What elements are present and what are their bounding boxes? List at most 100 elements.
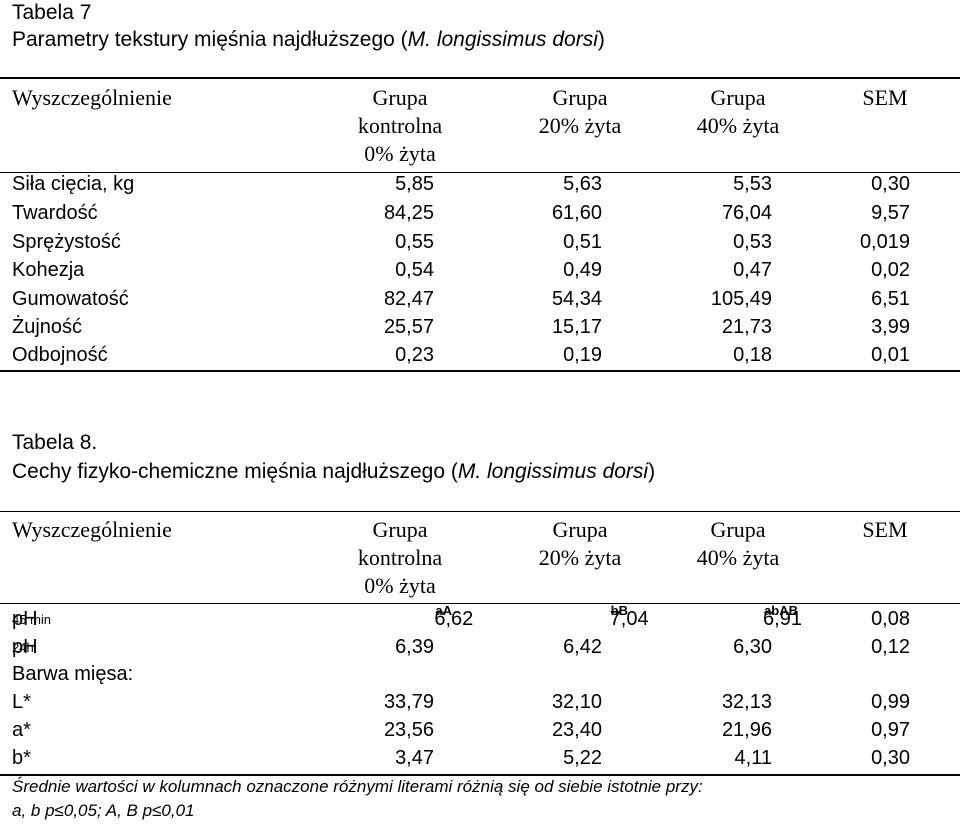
table8-title: Cechy fizyko-chemiczne mięśnia najdłuższ… [12, 458, 655, 485]
cell-sem: 0,12 [871, 636, 910, 658]
cell-g3: 76,04 [721, 202, 772, 224]
table8-header: Wyszczególnienie Grupa kontrolna 0% żyta… [0, 516, 960, 606]
cell-sem: 3,99 [871, 316, 910, 338]
cell-g1: 82,47 [383, 288, 434, 310]
cell-value: 7,04 [609, 608, 649, 630]
table7-title-prefix: Parametry tekstury mięśnia najdłuższego … [12, 28, 408, 51]
table8-header-spec: Wyszczególnienie [12, 517, 172, 542]
table8-header-g2-line2: 20% żyta [538, 545, 622, 570]
table-row: a* 23,56 23,40 21,96 0,97 [0, 716, 960, 745]
row-label: Żujność [12, 316, 83, 338]
row-label: Twardość [12, 202, 98, 224]
cell-g3: 21,96 [721, 719, 772, 741]
table7-header-g1-line2: kontrolna [357, 113, 443, 138]
table-row: Twardość 84,25 61,60 76,04 9,57 [0, 199, 960, 228]
row-label: b* [12, 747, 31, 769]
cell-g2: 0,19 [563, 344, 602, 366]
table8-header-g1-line1: Grupa [372, 517, 428, 542]
table8-header-rule [0, 603, 960, 604]
row-label: Gumowatość [12, 288, 129, 310]
cell-sem: 9,57 [871, 202, 910, 224]
table7-title-suffix: ) [597, 28, 605, 51]
footnote-line2: a, b p≤0,05; A, B p≤0,01 [12, 801, 195, 820]
cell-g1: 0,55 [395, 231, 434, 253]
cell-g1: 6,62 aA [434, 603, 473, 634]
cell-sem: 0,02 [871, 259, 910, 281]
cell-g1: 84,25 [383, 202, 434, 224]
table7-header-g2-line1: Grupa [552, 85, 608, 110]
table8-header-g3-line1: Grupa [710, 517, 766, 542]
cell-g2: 23,40 [551, 719, 602, 741]
table8-header-g3-line2: 40% żyta [696, 545, 780, 570]
cell-sem: 0,01 [871, 344, 910, 366]
cell-value: 6,62 [434, 608, 474, 630]
table8-header-g2-line1: Grupa [552, 517, 608, 542]
cell-g3: 6,30 [733, 636, 772, 658]
cell-sem: 0,97 [871, 719, 910, 741]
cell-g1: 5,85 [395, 173, 434, 195]
cell-g1: 6,39 [395, 636, 434, 658]
table7-header-rule [0, 172, 960, 173]
cell-g3: 32,13 [721, 691, 772, 713]
cell-sem: 0,30 [871, 173, 910, 195]
cell-g2: 61,60 [551, 202, 602, 224]
cell-g3: 0,53 [733, 231, 772, 253]
cell-g2: 54,34 [551, 288, 602, 310]
table7-header-spec: Wyszczególnienie [12, 85, 172, 110]
table8-title-latin: M. longissimus dorsi [457, 460, 649, 483]
cell-g3: 5,53 [733, 173, 772, 195]
row-label: Siła cięcia, kg [12, 173, 135, 195]
row-label: L* [12, 691, 31, 713]
table7-header-g2-line2: 20% żyta [538, 113, 622, 138]
cell-sem: 6,51 [871, 288, 910, 310]
table7-header-g1: Grupa kontrolna 0% żyta [325, 84, 475, 168]
cell-g3: 0,18 [733, 344, 772, 366]
table-row: Kohezja 0,54 0,49 0,47 0,02 [0, 256, 960, 285]
table-row: Żujność 25,57 15,17 21,73 3,99 [0, 313, 960, 342]
table-row: b* 3,47 5,22 4,11 0,30 [0, 744, 960, 773]
cell-g2: 0,51 [563, 231, 602, 253]
table-row: L* 33,79 32,10 32,13 0,99 [0, 688, 960, 717]
cell-g2: 6,42 [563, 636, 602, 658]
cell-sem: 0,08 [871, 608, 910, 630]
cell-g1: 25,57 [383, 316, 434, 338]
cell-sem: 0,30 [871, 747, 910, 769]
table8-header-sem: SEM [862, 517, 908, 542]
cell-g1: 3,47 [395, 747, 434, 769]
row-label-main: pH [12, 636, 38, 658]
cell-g2: 5,22 [563, 747, 602, 769]
table8-top-rule [0, 511, 960, 512]
table8-header-g3: Grupa 40% żyta [663, 516, 813, 572]
table7-header-g1-line1: Grupa [372, 85, 428, 110]
cell-sem: 0,019 [859, 231, 910, 253]
table7-number: Tabela 7 [12, 1, 92, 24]
cell-g1: 23,56 [383, 719, 434, 741]
cell-g1: 0,23 [395, 344, 434, 366]
cell-sem: 0,99 [871, 691, 910, 713]
cell-g2: 0,49 [563, 259, 602, 281]
cell-g3: 0,47 [733, 259, 772, 281]
significance-letters: aA [435, 603, 452, 618]
row-label-main: pH [12, 608, 38, 630]
table7-header-g3: Grupa 40% żyta [663, 84, 813, 140]
table7-header-sem: SEM [862, 85, 908, 110]
table8-bottom-rule [0, 774, 960, 776]
table-row: pH 45 min 6,62 aA 7,04 bB 6,91 abAB 0,08 [0, 603, 960, 635]
significance-letters: abAB [764, 603, 798, 618]
table7-header: Wyszczególnienie Grupa kontrolna 0% żyta… [0, 84, 960, 174]
table-row: Barwa mięsa: [0, 660, 960, 689]
table8-title-prefix: Cechy fizyko-chemiczne mięśnia najdłuższ… [12, 460, 458, 483]
table8-header-g1: Grupa kontrolna 0% żyta [325, 516, 475, 600]
table7-header-g1-line3: 0% żyta [364, 141, 436, 166]
significance-letters: bB [610, 603, 628, 618]
table7-bottom-rule [0, 370, 960, 372]
cell-g1: 0,54 [395, 259, 434, 281]
colour-section-heading: Barwa mięsa: [12, 663, 134, 685]
row-label-subscript: 45 min [12, 612, 52, 627]
table7-top-rule [0, 77, 960, 79]
row-label-subscript: 24h [12, 640, 34, 655]
cell-value: 6,91 [763, 608, 802, 630]
cell-g2: 15,17 [551, 316, 602, 338]
cell-g1: 33,79 [383, 691, 434, 713]
cell-g3: 21,73 [721, 316, 772, 338]
